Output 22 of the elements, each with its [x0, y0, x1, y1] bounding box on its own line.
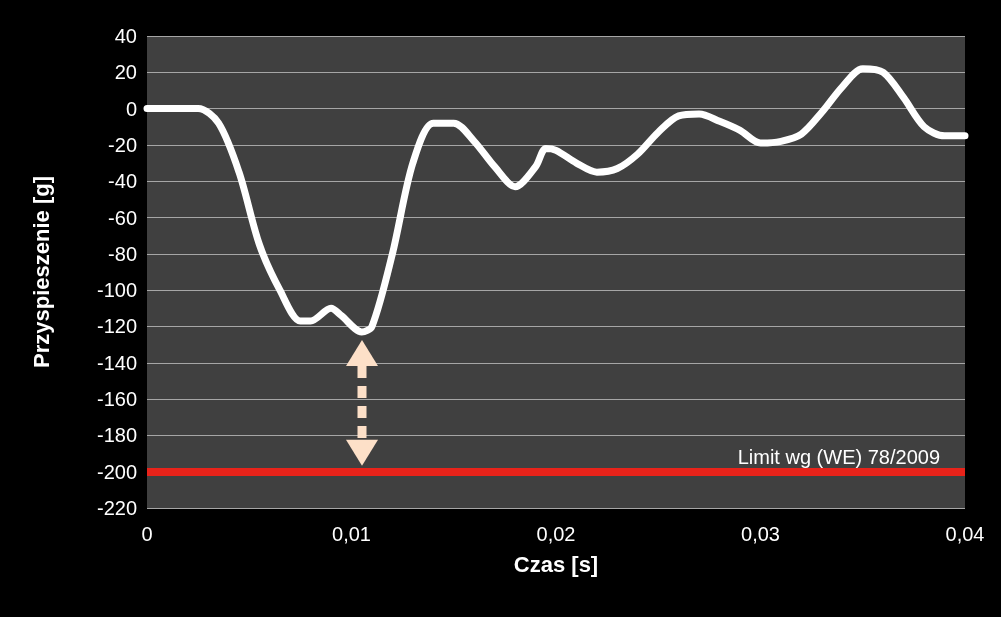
y-tick-label: -200	[96, 460, 137, 483]
y-tick-label: -140	[96, 351, 137, 374]
y-tick-label: -20	[108, 133, 137, 156]
x-tick-label: 0,03	[741, 523, 780, 545]
y-tick-label: -80	[108, 242, 137, 265]
x-tick-label: 0	[141, 523, 153, 545]
y-tick-label: -40	[108, 170, 137, 193]
y-axis-title: Przyspieszenie [g]	[28, 176, 54, 368]
y-tick-label: -60	[108, 206, 137, 229]
y-tick-label: -160	[96, 388, 137, 411]
y-tick-label: 0	[125, 97, 137, 120]
x-tick-label: 0,02	[536, 523, 576, 545]
y-tick-label: -180	[96, 424, 137, 447]
x-tick-label: 0,04	[945, 523, 985, 545]
x-tick-label: 0,01	[332, 523, 371, 545]
y-tick-label: -220	[96, 497, 137, 519]
ref-line-label: Limit wg (WE) 78/2009	[737, 445, 940, 468]
x-axis-title: Czas [s]	[513, 551, 599, 577]
y-tick-label: -120	[96, 315, 137, 338]
y-tick-label: -100	[96, 279, 137, 302]
y-tick-label: 40	[114, 25, 137, 47]
y-tick-label: 20	[114, 61, 137, 84]
